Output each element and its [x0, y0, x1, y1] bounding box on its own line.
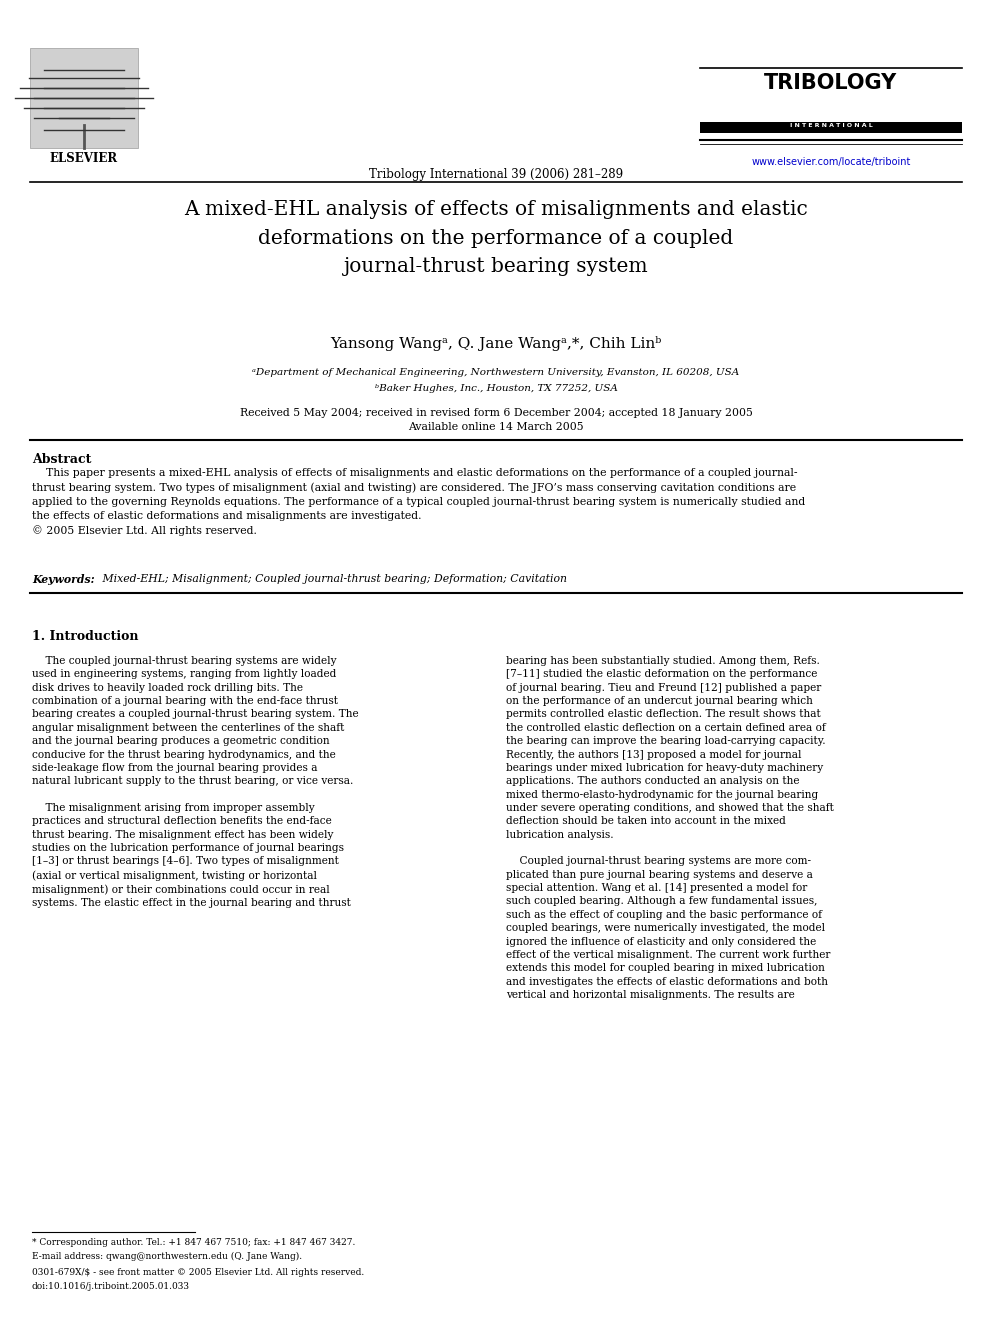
Text: ᵃDepartment of Mechanical Engineering, Northwestern University, Evanston, IL 602: ᵃDepartment of Mechanical Engineering, N…: [252, 368, 740, 377]
Text: I N T E R N A T I O N A L: I N T E R N A T I O N A L: [790, 123, 872, 128]
Text: 1. Introduction: 1. Introduction: [32, 630, 139, 643]
Text: * Corresponding author. Tel.: +1 847 467 7510; fax: +1 847 467 3427.: * Corresponding author. Tel.: +1 847 467…: [32, 1238, 355, 1248]
Text: Abstract: Abstract: [32, 452, 91, 466]
Text: Available online 14 March 2005: Available online 14 March 2005: [408, 422, 584, 433]
Text: This paper presents a mixed-EHL analysis of effects of misalignments and elastic: This paper presents a mixed-EHL analysis…: [32, 468, 806, 536]
Text: 0301-679X/$ - see front matter © 2005 Elsevier Ltd. All rights reserved.: 0301-679X/$ - see front matter © 2005 El…: [32, 1267, 364, 1277]
Text: The coupled journal-thrust bearing systems are widely
used in engineering system: The coupled journal-thrust bearing syste…: [32, 656, 359, 908]
Text: Received 5 May 2004; received in revised form 6 December 2004; accepted 18 Janua: Received 5 May 2004; received in revised…: [239, 407, 753, 418]
Text: www.elsevier.com/locate/triboint: www.elsevier.com/locate/triboint: [751, 157, 911, 167]
Text: Keywords:: Keywords:: [32, 574, 94, 585]
Bar: [30, 48, 138, 148]
Text: Mixed-EHL; Misalignment; Coupled journal-thrust bearing; Deformation; Cavitation: Mixed-EHL; Misalignment; Coupled journal…: [99, 574, 567, 583]
Bar: [700, 122, 962, 134]
Text: Tribology International 39 (2006) 281–289: Tribology International 39 (2006) 281–28…: [369, 168, 623, 181]
Text: bearing has been substantially studied. Among them, Refs.
[7–11] studied the ela: bearing has been substantially studied. …: [506, 656, 834, 1000]
Text: Yansong Wangᵃ, Q. Jane Wangᵃ,*, Chih Linᵇ: Yansong Wangᵃ, Q. Jane Wangᵃ,*, Chih Lin…: [330, 336, 662, 351]
Text: doi:10.1016/j.triboint.2005.01.033: doi:10.1016/j.triboint.2005.01.033: [32, 1282, 190, 1291]
Text: A mixed-EHL analysis of effects of misalignments and elastic
deformations on the: A mixed-EHL analysis of effects of misal…: [185, 200, 807, 277]
Text: ELSEVIER: ELSEVIER: [50, 152, 118, 165]
Text: TRIBOLOGY: TRIBOLOGY: [765, 73, 898, 93]
Text: E-mail address: qwang@northwestern.edu (Q. Jane Wang).: E-mail address: qwang@northwestern.edu (…: [32, 1252, 303, 1261]
Text: ᵇBaker Hughes, Inc., Houston, TX 77252, USA: ᵇBaker Hughes, Inc., Houston, TX 77252, …: [375, 384, 617, 393]
